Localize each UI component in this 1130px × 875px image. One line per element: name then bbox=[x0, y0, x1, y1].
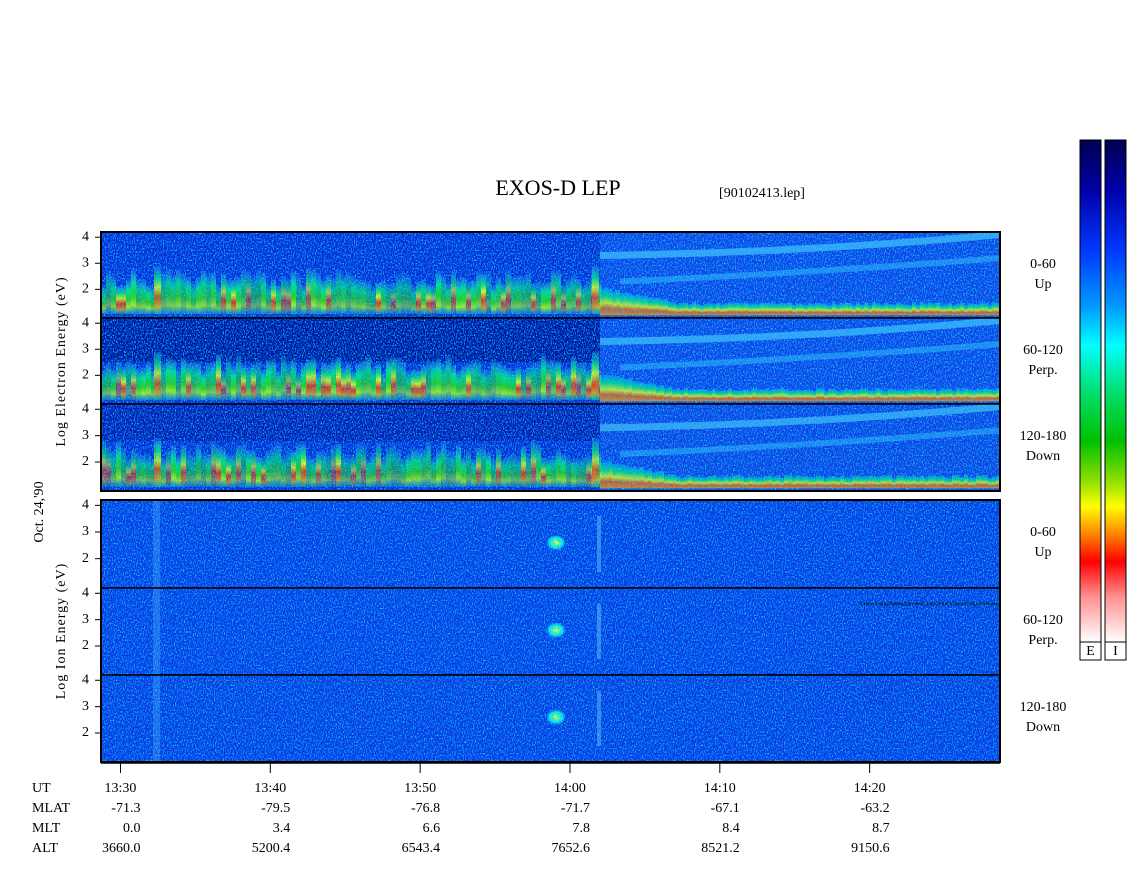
colorbar bbox=[1079, 139, 1102, 643]
group-frame bbox=[100, 499, 1001, 763]
y-tick-label: 2 bbox=[82, 282, 89, 297]
dark-speckle bbox=[101, 675, 1000, 762]
spectrogram-panel bbox=[100, 231, 1001, 319]
panel-label: Perp. bbox=[1028, 633, 1057, 648]
x-axis-label: UT bbox=[32, 781, 51, 796]
spectrogram-panel bbox=[100, 587, 1001, 676]
ephemeris-value: 6543.4 bbox=[402, 841, 441, 856]
y-tick-label: 4 bbox=[82, 315, 89, 330]
spectrogram-panel bbox=[100, 403, 1001, 492]
spectrogram-panel bbox=[100, 499, 1001, 589]
y-axis-label: Log Ion Energy (eV) bbox=[54, 563, 69, 700]
x-tick-label: 13:50 bbox=[404, 781, 436, 796]
colorbar-label: I bbox=[1113, 644, 1118, 659]
ephemeris-value: -67.1 bbox=[711, 801, 740, 816]
ephemeris-value: 3.4 bbox=[273, 821, 291, 836]
dark-speckle bbox=[101, 404, 1000, 491]
panel-body bbox=[101, 500, 1000, 588]
y-tick-label: 2 bbox=[82, 454, 89, 469]
y-tick-label: 4 bbox=[82, 401, 89, 416]
ephemeris-value: 6.6 bbox=[423, 821, 441, 836]
panel-label: Up bbox=[1034, 277, 1051, 292]
file-name: [90102413.lep] bbox=[719, 186, 805, 201]
panel-body bbox=[101, 675, 1000, 762]
ephemeris-value: 5200.4 bbox=[252, 841, 291, 856]
colorbar-label-box bbox=[1079, 641, 1102, 661]
ephemeris-value: 9150.6 bbox=[851, 841, 890, 856]
y-tick-label: 3 bbox=[82, 428, 89, 443]
panel-label: Down bbox=[1026, 720, 1060, 735]
panel-label: 60-120 bbox=[1023, 613, 1063, 628]
ephemeris-value: -76.8 bbox=[411, 801, 440, 816]
y-tick-label: 2 bbox=[82, 725, 89, 740]
spectrogram-panel bbox=[100, 317, 1001, 405]
panel-body bbox=[101, 404, 1000, 491]
y-tick-label: 4 bbox=[82, 672, 89, 687]
y-tick-label: 3 bbox=[82, 612, 89, 627]
dark-speckle bbox=[101, 588, 1000, 675]
chart-title: EXOS-D LEP bbox=[495, 175, 620, 200]
panel-label: Up bbox=[1034, 545, 1051, 560]
ephemeris-value: -71.3 bbox=[111, 801, 140, 816]
y-tick-label: 3 bbox=[82, 524, 89, 539]
colorbar-label: E bbox=[1086, 644, 1095, 659]
panel-label: Perp. bbox=[1028, 363, 1057, 378]
y-tick-label: 3 bbox=[82, 341, 89, 356]
panel-label: 120-180 bbox=[1020, 429, 1067, 444]
x-tick-label: 14:00 bbox=[554, 781, 586, 796]
ephemeris-value: 0.0 bbox=[123, 821, 141, 836]
y-tick-label: 3 bbox=[82, 255, 89, 270]
ephemeris-label: MLT bbox=[32, 821, 61, 836]
panel-label: 60-120 bbox=[1023, 343, 1063, 358]
panel-body bbox=[101, 318, 1000, 404]
x-tick-label: 14:10 bbox=[704, 781, 736, 796]
speckle bbox=[101, 232, 1000, 318]
y-tick-label: 3 bbox=[82, 699, 89, 714]
spectrogram-panel bbox=[100, 674, 1001, 763]
group-frame bbox=[100, 231, 1001, 492]
ephemeris-value: 3660.0 bbox=[102, 841, 141, 856]
panel-body bbox=[101, 232, 1000, 318]
speckle bbox=[101, 318, 1000, 404]
ephemeris-value: 7652.6 bbox=[551, 841, 590, 856]
ephemeris-value: 8.4 bbox=[722, 821, 740, 836]
ephemeris-value: -63.2 bbox=[860, 801, 889, 816]
x-tick-label: 14:20 bbox=[854, 781, 886, 796]
y-tick-label: 4 bbox=[82, 585, 89, 600]
ephemeris-value: 8521.2 bbox=[701, 841, 740, 856]
panel-label: 0-60 bbox=[1030, 525, 1056, 540]
y-tick-label: 2 bbox=[82, 551, 89, 566]
x-tick-label: 13:30 bbox=[105, 781, 137, 796]
x-tick-label: 13:40 bbox=[254, 781, 286, 796]
panel-body bbox=[101, 588, 1000, 675]
panel-label: 0-60 bbox=[1030, 257, 1056, 272]
y-axis-label: Log Electron Energy (eV) bbox=[54, 276, 69, 446]
ephemeris-label: MLAT bbox=[32, 801, 71, 816]
colorbar bbox=[1104, 139, 1127, 643]
panel-label: 120-180 bbox=[1020, 700, 1067, 715]
colorbars: E I bbox=[1079, 139, 1127, 661]
ephemeris-value: 7.8 bbox=[572, 821, 590, 836]
panel-label: Down bbox=[1026, 449, 1060, 464]
y-tick-label: 4 bbox=[82, 229, 89, 244]
ephemeris-value: -71.7 bbox=[561, 801, 590, 816]
ephemeris-label: ALT bbox=[32, 841, 58, 856]
colorbar-label-box bbox=[1104, 641, 1127, 661]
ephemeris-value: 8.7 bbox=[872, 821, 890, 836]
date-label: Oct. 24,'90 bbox=[32, 481, 47, 542]
dark-speckle bbox=[101, 500, 1000, 588]
ephemeris-value: -79.5 bbox=[261, 801, 290, 816]
y-tick-label: 2 bbox=[82, 638, 89, 653]
y-tick-label: 2 bbox=[82, 368, 89, 383]
y-tick-label: 4 bbox=[82, 498, 89, 513]
